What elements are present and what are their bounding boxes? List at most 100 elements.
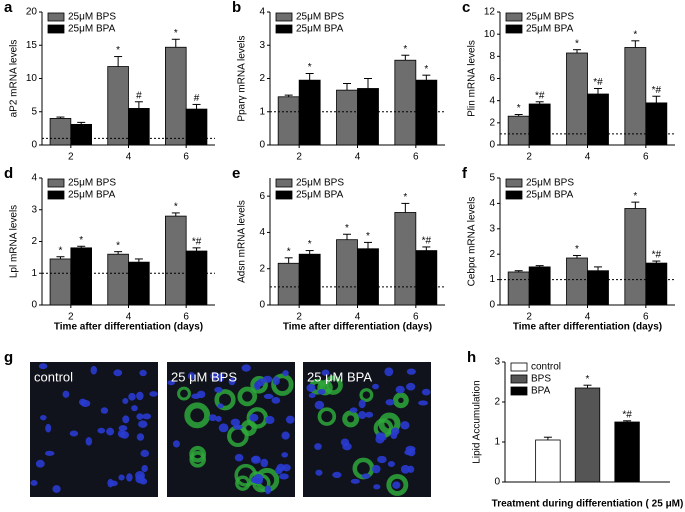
significance-mark: *# — [652, 250, 662, 261]
y-tick-label: 0 — [494, 477, 500, 488]
nucleus — [332, 471, 342, 479]
nucleus — [405, 445, 416, 453]
nucleus — [373, 484, 381, 490]
y-axis-label: Pparγ mRNA levels — [237, 35, 248, 121]
nucleus — [361, 473, 371, 479]
nucleus — [308, 392, 316, 398]
panel-letter: e — [232, 165, 240, 182]
nucleus — [282, 370, 289, 377]
nucleus — [69, 430, 79, 437]
nucleus — [400, 421, 410, 430]
x-tick-label: 2 — [68, 312, 74, 323]
x-tick-label: 2 — [68, 152, 74, 163]
bar — [507, 115, 530, 146]
y-tick-label: 0 — [259, 140, 265, 151]
x-tick-label: 4 — [585, 312, 591, 323]
legend-swatch — [510, 362, 528, 372]
significance-mark: * — [575, 38, 579, 49]
bar — [357, 248, 379, 306]
nucleus — [265, 415, 275, 425]
legend-swatch — [510, 386, 528, 396]
significance-mark: * — [174, 28, 178, 39]
y-axis-label: Adsn mRNA levels — [237, 200, 248, 283]
x-tick-label: 6 — [413, 152, 419, 163]
nucleus — [253, 478, 263, 485]
bar — [70, 247, 92, 306]
bar — [394, 212, 417, 306]
nucleus — [278, 473, 289, 480]
y-tick-label: 4 — [259, 227, 265, 238]
bar — [336, 239, 358, 306]
y-tick-label: 12 — [484, 7, 496, 18]
nucleus — [118, 425, 128, 432]
y-tick-label: 1 — [494, 437, 500, 448]
nucleus — [264, 485, 272, 495]
significance-mark: *# — [652, 85, 662, 96]
legend-label: 25μM BPS — [526, 178, 574, 189]
y-tick-label: 3 — [259, 40, 265, 51]
nucleus — [100, 407, 109, 414]
bar — [566, 52, 588, 146]
nucleus — [172, 440, 180, 448]
bar — [357, 88, 379, 146]
nucleus — [400, 464, 410, 474]
nucleus — [90, 365, 98, 375]
significance-mark: # — [136, 90, 142, 101]
significance-mark: * — [116, 45, 120, 56]
image-label: 25 μM BPS — [171, 369, 237, 384]
nucleus — [395, 385, 405, 394]
nucleus — [349, 407, 358, 413]
significance-mark: * — [586, 374, 590, 385]
lipid-droplet — [177, 386, 191, 401]
x-tick-label: 2 — [296, 152, 302, 163]
bar — [394, 59, 417, 146]
panel-letter: h — [467, 349, 476, 366]
nucleus — [217, 373, 225, 382]
legend-swatch — [505, 12, 523, 22]
nucleus — [281, 431, 290, 440]
nucleus — [358, 399, 366, 409]
bar — [624, 47, 647, 146]
y-tick-label: 5 — [489, 173, 495, 184]
lipid-droplet — [250, 375, 268, 394]
bar — [70, 123, 92, 146]
nucleus — [97, 427, 106, 434]
legend-label: 25μM BPA — [526, 24, 574, 35]
nucleus — [230, 418, 241, 426]
x-axis-label: Time after differentiation (days) — [54, 322, 203, 333]
nucleus — [113, 369, 123, 377]
nucleus — [142, 413, 152, 420]
nucleus — [136, 413, 144, 420]
y-tick-label: 2 — [31, 236, 37, 247]
significance-mark: * — [59, 245, 63, 256]
nucleus — [131, 405, 138, 412]
y-tick-label: 2 — [489, 117, 495, 128]
significance-mark: *# — [192, 236, 202, 247]
nucleus — [128, 392, 136, 401]
legend-label: 25μM BPS — [296, 178, 344, 189]
legend-swatch — [275, 178, 293, 188]
lipid-droplet — [214, 389, 236, 411]
nucleus — [196, 390, 206, 399]
nucleus — [421, 388, 431, 396]
lipid-droplet — [237, 386, 258, 407]
significance-mark: * — [116, 240, 120, 251]
nucleus — [405, 382, 416, 391]
bar — [49, 118, 72, 146]
legend-swatch — [47, 24, 65, 34]
nucleus — [275, 466, 283, 475]
lipid-droplet — [271, 373, 294, 396]
significance-mark: *# — [422, 236, 432, 247]
nucleus — [321, 369, 330, 376]
panel-letter: f — [462, 165, 468, 182]
nucleus — [30, 480, 38, 486]
y-tick-label: 10 — [484, 29, 496, 40]
legend-swatch — [510, 374, 528, 384]
y-tick-label: 0 — [489, 140, 495, 151]
nucleus — [271, 396, 281, 404]
significance-mark: * — [403, 192, 407, 203]
lipid-droplet — [392, 392, 409, 409]
legend-swatch — [47, 190, 65, 200]
nucleus — [136, 391, 144, 401]
